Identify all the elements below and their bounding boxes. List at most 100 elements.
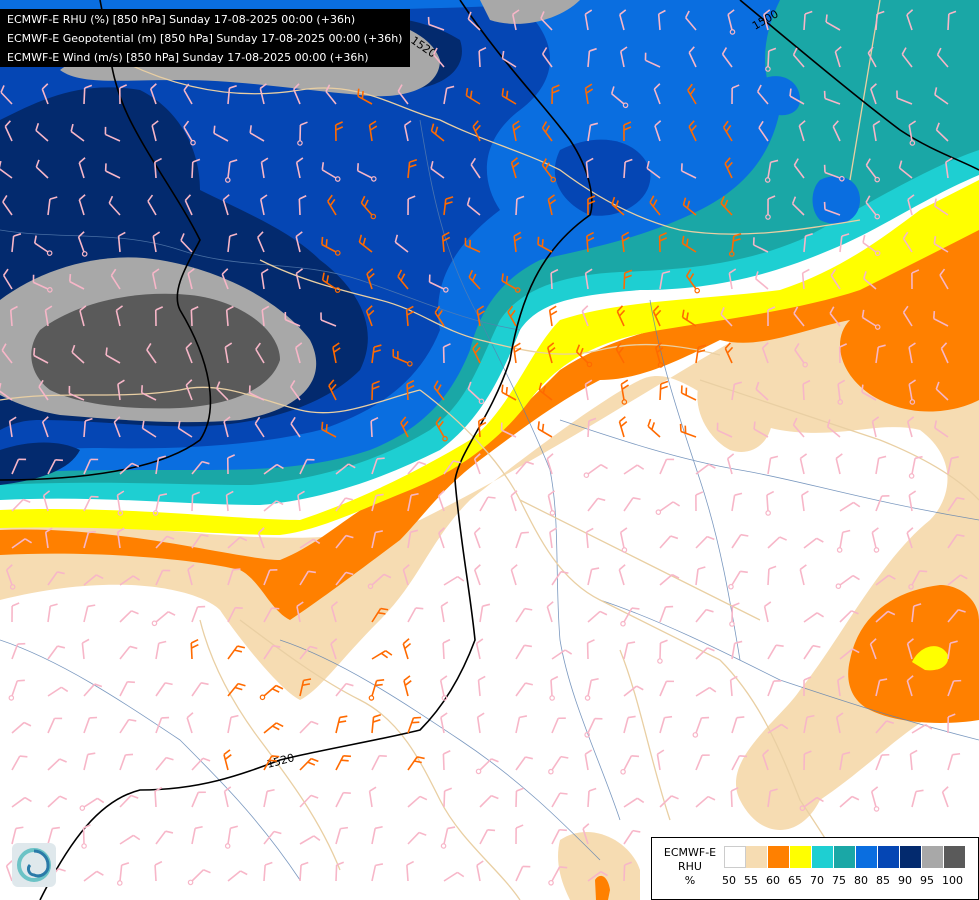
wind-barb (575, 344, 593, 368)
wind-barb (321, 162, 341, 182)
wind-barb (439, 675, 448, 701)
wind-barb (659, 605, 674, 623)
wind-barb (584, 749, 593, 771)
wind-barb (755, 381, 769, 401)
wind-barb (695, 754, 710, 771)
wind-barb (935, 122, 949, 142)
wind-barb (432, 47, 445, 68)
wind-barb (79, 797, 105, 811)
wind-barb (682, 197, 697, 216)
wind-barb (44, 305, 53, 327)
wind-barb (681, 309, 697, 327)
wind-barb (623, 829, 641, 845)
wind-barb (33, 347, 49, 364)
wind-barb (585, 527, 594, 549)
wind-barb (761, 342, 769, 364)
wind-barb (541, 158, 556, 183)
wind-barb (863, 271, 877, 290)
wind-barb (263, 569, 278, 586)
wind-barb (299, 678, 312, 697)
ecmwf-swirl-icon (12, 843, 56, 887)
wind-barb (934, 87, 949, 105)
wind-barb (68, 385, 85, 401)
wind-barb (587, 787, 597, 808)
wind-barb (299, 458, 315, 475)
wind-barb (35, 122, 49, 142)
wind-barb (765, 47, 777, 72)
wind-barb (402, 638, 412, 660)
wind-barb (548, 755, 569, 775)
wind-barb (119, 645, 138, 660)
wind-barb (368, 678, 385, 701)
wind-barb (371, 863, 384, 882)
wind-barb (623, 715, 636, 734)
wind-barb (861, 309, 881, 330)
wind-barb (537, 236, 553, 253)
wind-barb (680, 163, 697, 179)
wind-barb (646, 160, 661, 179)
wind-barb (77, 231, 88, 257)
wind-barb (623, 269, 633, 290)
wind-barb (908, 379, 917, 405)
wind-barb (616, 305, 626, 327)
wind-barb (371, 713, 382, 734)
wind-barb (515, 195, 525, 216)
wind-barb (263, 463, 284, 475)
wind-barb (549, 527, 557, 549)
wind-barb (155, 716, 170, 734)
wind-barb (657, 9, 666, 31)
wind-barb (511, 9, 520, 31)
wind-barb (767, 455, 779, 475)
wind-barb (623, 121, 632, 142)
wind-barb (475, 638, 484, 660)
wind-barb (149, 83, 157, 105)
wind-barb (871, 527, 880, 553)
wind-barb (621, 231, 630, 253)
wind-barb (464, 237, 481, 253)
wind-barb (83, 417, 93, 438)
wind-barb (729, 602, 740, 627)
wind-barb (430, 123, 445, 142)
wind-barb (762, 749, 770, 771)
wind-barb (623, 641, 636, 660)
wind-barb (227, 682, 246, 697)
wind-barb (476, 305, 485, 327)
wind-barb (478, 46, 487, 68)
wind-barb (320, 312, 337, 327)
wind-barb (803, 232, 813, 253)
wind-barb (371, 530, 383, 549)
legend-tick-label: 95 (920, 874, 934, 887)
wind-barb (507, 305, 517, 327)
wind-barb (510, 157, 520, 179)
wind-barb (906, 675, 914, 697)
wind-barb (835, 712, 844, 734)
wind-barb (330, 601, 338, 623)
wind-barb (221, 268, 229, 290)
wind-barb (298, 195, 307, 216)
wind-barb (248, 385, 265, 401)
wind-barb (151, 611, 176, 627)
wind-barb (584, 717, 603, 738)
wind-barb (584, 83, 594, 105)
wind-barb (902, 305, 913, 327)
wind-barb (681, 235, 697, 253)
wind-barb (802, 379, 811, 401)
wind-barb (658, 232, 668, 253)
legend-tick-label: 70 (810, 874, 824, 887)
wind-barb (688, 46, 697, 68)
wind-barb (257, 527, 265, 549)
wind-barb (647, 418, 661, 438)
wind-barb (406, 860, 415, 882)
wind-barb (119, 834, 141, 845)
wind-barb (582, 823, 590, 845)
wind-barb (902, 231, 913, 253)
wind-barb (587, 870, 608, 882)
wind-barb (47, 686, 69, 697)
wind-barb (407, 795, 428, 808)
wind-barb (939, 268, 949, 290)
wind-barb (187, 564, 195, 586)
wind-barb (328, 379, 337, 401)
wind-barb (839, 795, 860, 808)
wind-barb (299, 757, 319, 771)
